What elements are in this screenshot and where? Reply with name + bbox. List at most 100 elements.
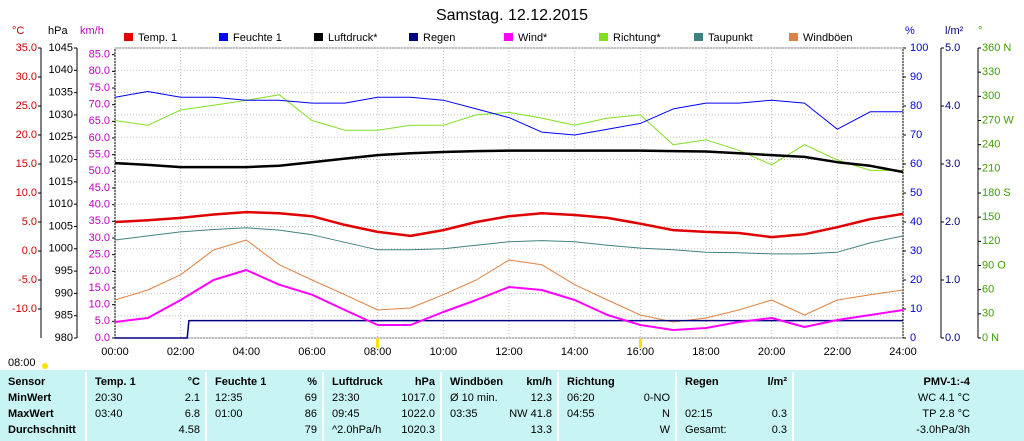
x-tick-label: 22:00 (824, 346, 852, 358)
y-tick-label: 4.0 (945, 100, 960, 112)
legend-swatch (409, 33, 418, 41)
y-tick-label: 1025 (49, 131, 73, 143)
table-cell: 12.3 (531, 392, 552, 404)
table-cell: 03:40 (95, 408, 123, 420)
table-cell: 06:20 (567, 392, 595, 404)
axis-unit: ° (978, 25, 982, 37)
legend-label: Richtung* (613, 32, 661, 44)
table-cell: 0-NO (644, 392, 671, 404)
row-label: MaxWert (8, 408, 54, 420)
y-tick-label: 1020 (49, 153, 73, 165)
y-tick-label: 40.0 (89, 199, 110, 211)
y-tick-label: 35.0 (16, 42, 37, 54)
table-header: Richtung (567, 376, 615, 388)
y-tick-label: 1010 (49, 198, 73, 210)
series-line (114, 227, 904, 255)
x-tick-label: 08:00 (364, 346, 392, 358)
table-header: Sensor (8, 376, 46, 388)
row-label: Durchschnitt (8, 424, 76, 436)
legend-label: Windböen (803, 32, 853, 44)
table-header: Temp. 1 (95, 376, 136, 388)
y-tick-label: 1015 (49, 176, 73, 188)
y-tick-label: 50 (910, 187, 922, 199)
table-header: Luftdruck (332, 376, 384, 388)
y-tick-label: 1005 (49, 220, 73, 232)
table-cell: 02:15 (685, 408, 713, 420)
y-tick-label: 30.0 (16, 71, 37, 83)
table-header: km/h (526, 376, 552, 388)
table-cell: 79 (305, 424, 317, 436)
legend-swatch (789, 33, 798, 41)
series-line (114, 91, 903, 136)
legend-label: Luftdruck* (328, 32, 378, 44)
y-tick-label: 3.0 (945, 158, 960, 170)
table-header: Windböen (450, 376, 503, 388)
table-cell: Gesamt: (685, 424, 727, 436)
y-tick-label: 1040 (49, 64, 73, 76)
y-tick-label: 270 W (982, 114, 1014, 126)
table-cell: 03:35 (450, 408, 478, 420)
series-line (115, 319, 903, 339)
legend-swatch (504, 33, 513, 41)
table-cell: N (662, 408, 670, 420)
y-tick-label: 180 S (982, 187, 1011, 199)
x-tick-label: 14:00 (561, 346, 589, 358)
table-cell: -3.0hPa/3h (916, 424, 970, 436)
sun-marker (42, 363, 48, 369)
y-tick-label: 45.0 (89, 182, 110, 194)
y-tick-label: 90 O (982, 259, 1006, 271)
table-cell: W (660, 424, 671, 436)
y-tick-label: 5.0 (945, 42, 960, 54)
y-tick-label: 1000 (49, 243, 73, 255)
y-tick-label: 60 (982, 284, 994, 296)
table-cell: ^2.0hPa/h (332, 424, 381, 436)
legend-label: Regen (423, 32, 455, 44)
y-tick-label: 980 (55, 332, 73, 344)
table-background (0, 370, 1024, 441)
x-tick-label: 02:00 (167, 346, 195, 358)
y-tick-label: 30.0 (89, 232, 110, 244)
y-tick-label: 1045 (49, 42, 73, 54)
x-tick-label: 00:00 (101, 346, 129, 358)
sun-marker (376, 338, 379, 348)
series-line (114, 210, 904, 239)
legend-swatch (599, 33, 608, 41)
legend-swatch (219, 33, 228, 41)
y-tick-label: 30 (910, 245, 922, 257)
y-tick-label: 360 N (982, 42, 1011, 54)
y-tick-label: 150 (982, 211, 1000, 223)
y-tick-label: 0.0 (945, 332, 960, 344)
axis-unit: hPa (48, 25, 68, 37)
y-tick-label: 5.0 (95, 315, 110, 327)
y-tick-label: 0 (910, 332, 916, 344)
y-tick-label: 995 (55, 265, 73, 277)
table-header: °C (188, 376, 200, 388)
table-cell: 0.3 (772, 424, 787, 436)
x-tick-label: 06:00 (298, 346, 326, 358)
y-tick-label: 0.0 (22, 245, 37, 257)
y-tick-label: 80.0 (89, 65, 110, 77)
y-tick-label: 75.0 (89, 82, 110, 94)
table-cell: 20:30 (95, 392, 123, 404)
table-cell: 6.8 (185, 408, 200, 420)
y-tick-label: 5.0 (22, 216, 37, 228)
table-header: % (307, 376, 317, 388)
y-tick-label: 25.0 (89, 249, 110, 261)
table-header: l/m² (767, 376, 787, 388)
axis-unit: °C (12, 25, 24, 37)
table-cell: 13.3 (531, 424, 552, 436)
y-tick-label: 85.0 (89, 49, 110, 61)
y-tick-label: 20 (910, 274, 922, 286)
y-tick-label: 15.0 (89, 282, 110, 294)
y-tick-label: 25.0 (16, 100, 37, 112)
table-header: hPa (415, 376, 436, 388)
x-tick-label: 20:00 (758, 346, 786, 358)
table-cell: 86 (305, 408, 317, 420)
x-tick-label: 16:00 (627, 346, 655, 358)
x-tick-label: 12:00 (495, 346, 523, 358)
legend-swatch (124, 33, 133, 41)
legend-label: Temp. 1 (138, 32, 177, 44)
y-tick-label: 35.0 (89, 215, 110, 227)
table-cell: 12:35 (215, 392, 243, 404)
